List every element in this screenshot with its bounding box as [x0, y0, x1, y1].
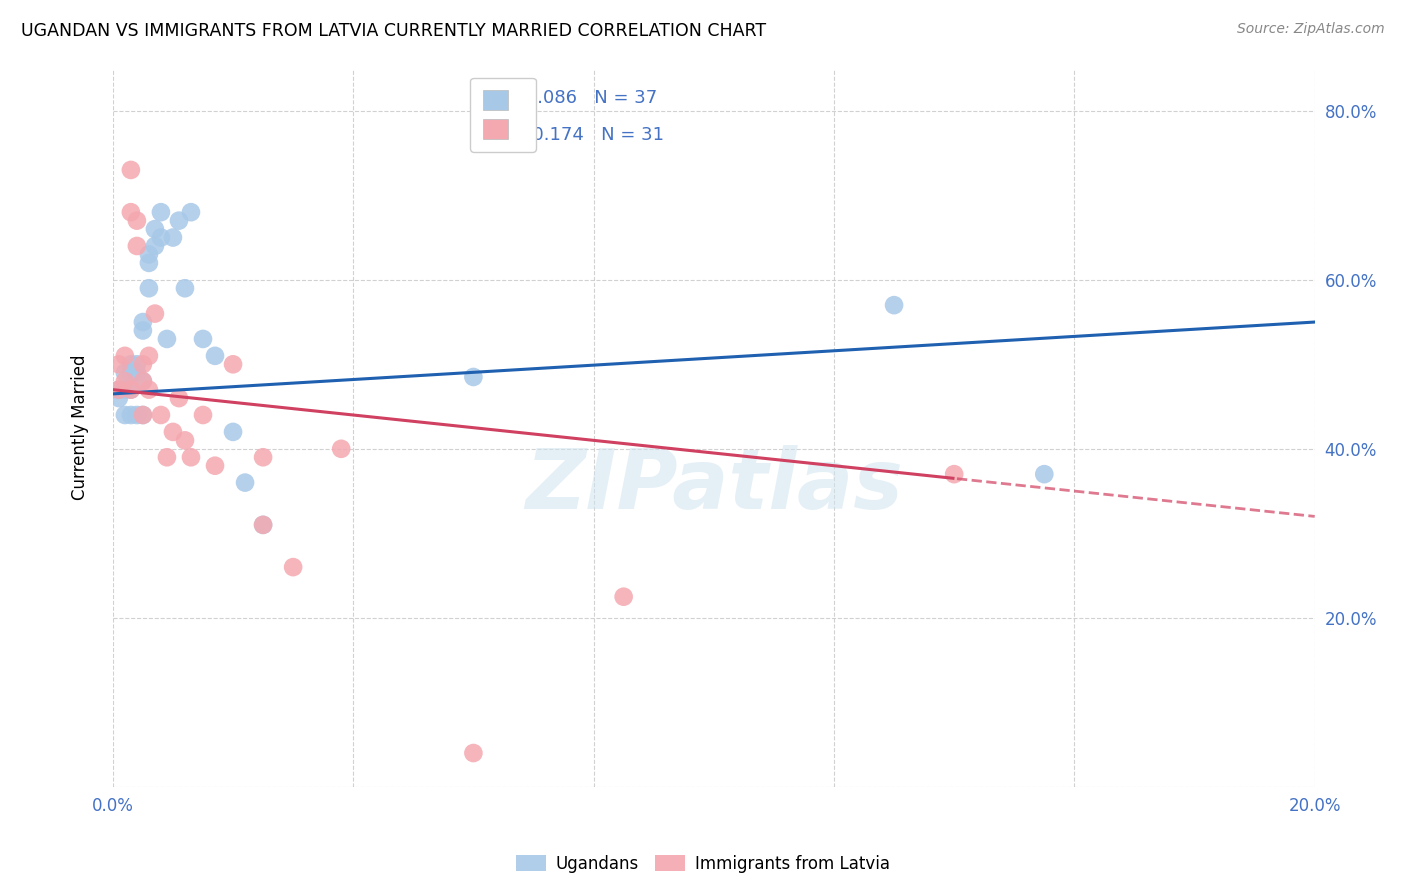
Point: [463, 370, 485, 384]
Point: [120, 163, 142, 178]
Point: [138, 281, 160, 295]
Point: [252, 517, 274, 532]
Point: [114, 374, 136, 388]
Point: [492, 129, 515, 144]
Point: [120, 408, 142, 422]
Point: [1033, 467, 1056, 482]
Point: [252, 517, 274, 532]
Point: [174, 434, 197, 448]
Point: [191, 408, 214, 422]
Point: [143, 307, 166, 321]
Point: [149, 230, 172, 244]
Point: [108, 357, 131, 371]
Point: [132, 315, 155, 329]
Point: [167, 213, 190, 227]
Point: [114, 408, 136, 422]
Point: [156, 450, 179, 465]
Point: [222, 357, 245, 371]
Text: R = -0.174   N = 31: R = -0.174 N = 31: [488, 127, 664, 145]
Point: [120, 366, 142, 380]
Point: [180, 450, 202, 465]
Point: [114, 349, 136, 363]
Point: [162, 230, 184, 244]
Point: [132, 357, 155, 371]
Legend: Ugandans, Immigrants from Latvia: Ugandans, Immigrants from Latvia: [509, 848, 897, 880]
Point: [132, 374, 155, 388]
Point: [613, 590, 636, 604]
Point: [156, 332, 179, 346]
Legend:  ,  : ,: [471, 78, 536, 152]
Point: [125, 408, 148, 422]
Point: [125, 213, 148, 227]
Point: [191, 332, 214, 346]
Point: [281, 560, 304, 574]
Y-axis label: Currently Married: Currently Married: [72, 355, 89, 500]
Point: [252, 450, 274, 465]
Point: [143, 222, 166, 236]
Point: [883, 298, 905, 312]
Point: [149, 205, 172, 219]
Point: [125, 239, 148, 253]
Point: [114, 366, 136, 380]
Point: [162, 425, 184, 439]
Point: [132, 408, 155, 422]
Point: [180, 205, 202, 219]
Point: [120, 205, 142, 219]
Point: [138, 383, 160, 397]
Text: UGANDAN VS IMMIGRANTS FROM LATVIA CURRENTLY MARRIED CORRELATION CHART: UGANDAN VS IMMIGRANTS FROM LATVIA CURREN…: [21, 22, 766, 40]
Point: [943, 467, 966, 482]
Point: [233, 475, 256, 490]
Point: [108, 383, 131, 397]
Point: [149, 408, 172, 422]
Point: [138, 247, 160, 261]
Point: [204, 349, 226, 363]
Point: [138, 256, 160, 270]
Point: [143, 239, 166, 253]
Point: [125, 357, 148, 371]
Point: [167, 391, 190, 405]
Point: [125, 366, 148, 380]
Point: [132, 324, 155, 338]
Point: [222, 425, 245, 439]
Point: [108, 391, 131, 405]
Text: R = 0.086   N = 37: R = 0.086 N = 37: [488, 89, 658, 107]
Point: [330, 442, 353, 456]
Point: [120, 383, 142, 397]
Point: [138, 349, 160, 363]
Text: Source: ZipAtlas.com: Source: ZipAtlas.com: [1237, 22, 1385, 37]
Point: [120, 357, 142, 371]
Point: [132, 408, 155, 422]
Point: [463, 746, 485, 760]
Point: [114, 383, 136, 397]
Point: [204, 458, 226, 473]
Text: ZIPatlas: ZIPatlas: [524, 444, 903, 525]
Point: [132, 374, 155, 388]
Point: [120, 383, 142, 397]
Point: [108, 383, 131, 397]
Point: [174, 281, 197, 295]
